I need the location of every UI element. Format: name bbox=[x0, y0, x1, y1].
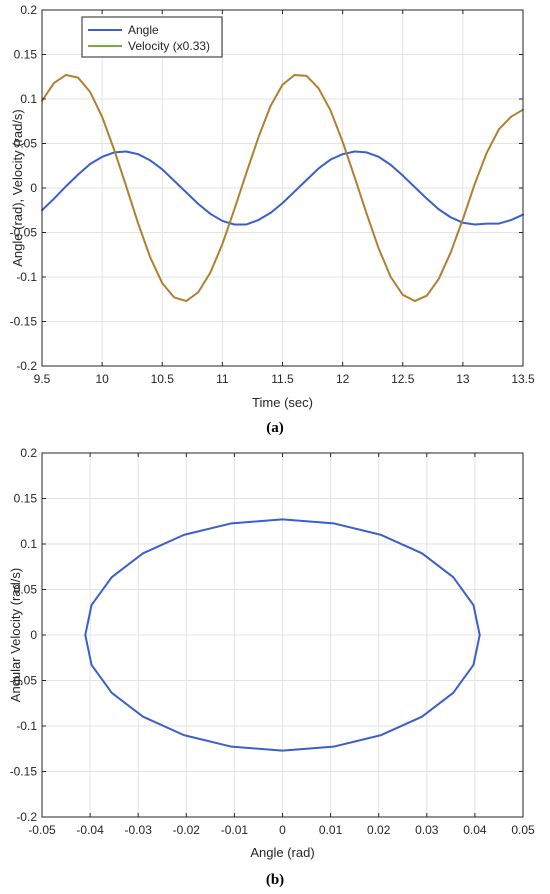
y-tick-label: -0.05 bbox=[10, 674, 38, 688]
x-tick-label: 0.04 bbox=[463, 823, 487, 837]
x-axis-label: Angle (rad) bbox=[250, 845, 314, 860]
y-tick-label: 0.1 bbox=[20, 537, 37, 551]
y-tick-label: -0.15 bbox=[10, 765, 38, 779]
x-tick-label: -0.01 bbox=[221, 823, 249, 837]
legend-label: Angle bbox=[128, 23, 159, 37]
x-tick-label: 11.5 bbox=[271, 372, 294, 386]
y-tick-label: 0.2 bbox=[20, 446, 37, 460]
series-line-angle bbox=[41, 150, 524, 226]
x-tick-label: 13.5 bbox=[511, 372, 535, 386]
x-tick-label: 0 bbox=[279, 823, 286, 837]
y-tick-label: 0 bbox=[30, 628, 37, 642]
y-tick-label: 0.15 bbox=[14, 48, 38, 62]
x-tick-label: 10 bbox=[95, 372, 109, 386]
x-tick-label: -0.05 bbox=[28, 823, 56, 837]
panel-label: (a) bbox=[266, 420, 284, 436]
chart-panel-b: -0.05 -0.04 -0.03 -0.02 -0.01 0 0.01 0.02 0.03 0.… bbox=[8, 446, 535, 888]
y-tick-label: -0.1 bbox=[16, 719, 37, 733]
legend-box bbox=[81, 16, 223, 58]
x-tick-label: 0.03 bbox=[415, 823, 439, 837]
y-tick-label: 0.2 bbox=[20, 3, 37, 17]
legend: Angle Velocity (x0.33) bbox=[81, 16, 223, 58]
y-tick-label: 0.05 bbox=[14, 583, 38, 597]
y-axis-label: Angle (rad), Velocity (rad/s) bbox=[10, 109, 25, 267]
x-tick-label: 0.05 bbox=[511, 823, 535, 837]
y-tick-label: -0.2 bbox=[16, 810, 37, 824]
x-axis-label: Time (sec) bbox=[252, 395, 313, 410]
x-tick-label: -0.03 bbox=[125, 823, 153, 837]
series-line-velocity-x0-33 bbox=[41, 73, 524, 303]
y-tick-label: 0.05 bbox=[14, 137, 38, 151]
x-tick-label: 11 bbox=[216, 372, 229, 386]
x-tick-label: -0.02 bbox=[173, 823, 201, 837]
series-line-trajectory bbox=[84, 518, 481, 752]
x-tick-label: 9.5 bbox=[34, 372, 51, 386]
x-tick-label: 0.01 bbox=[319, 823, 343, 837]
y-tick-label: 0.15 bbox=[14, 492, 38, 506]
y-tick-label: 0.1 bbox=[20, 92, 37, 106]
panel-label: (b) bbox=[266, 872, 284, 888]
y-tick-label: 0 bbox=[30, 181, 37, 195]
chart-panel-a: 9.5 10 10.5 11 11.5 12 12.5 13 13.5 0.2 0.15 0.1 0.0… bbox=[10, 3, 535, 436]
y-axis-label: Angular Velocity (rad/s) bbox=[8, 568, 23, 702]
y-tick-label: -0.05 bbox=[10, 226, 38, 240]
x-tick-label: -0.04 bbox=[76, 823, 104, 837]
x-tick-label: 13 bbox=[456, 372, 470, 386]
y-tick-label: -0.2 bbox=[16, 359, 37, 373]
y-tick-label: -0.1 bbox=[16, 270, 37, 284]
x-tick-label: 10.5 bbox=[151, 372, 175, 386]
x-tick-label: 12 bbox=[336, 372, 350, 386]
legend-label: Velocity (x0.33) bbox=[128, 39, 210, 53]
y-tick-label: -0.15 bbox=[10, 315, 38, 329]
x-tick-label: 12.5 bbox=[391, 372, 415, 386]
x-tick-label: 0.02 bbox=[367, 823, 391, 837]
